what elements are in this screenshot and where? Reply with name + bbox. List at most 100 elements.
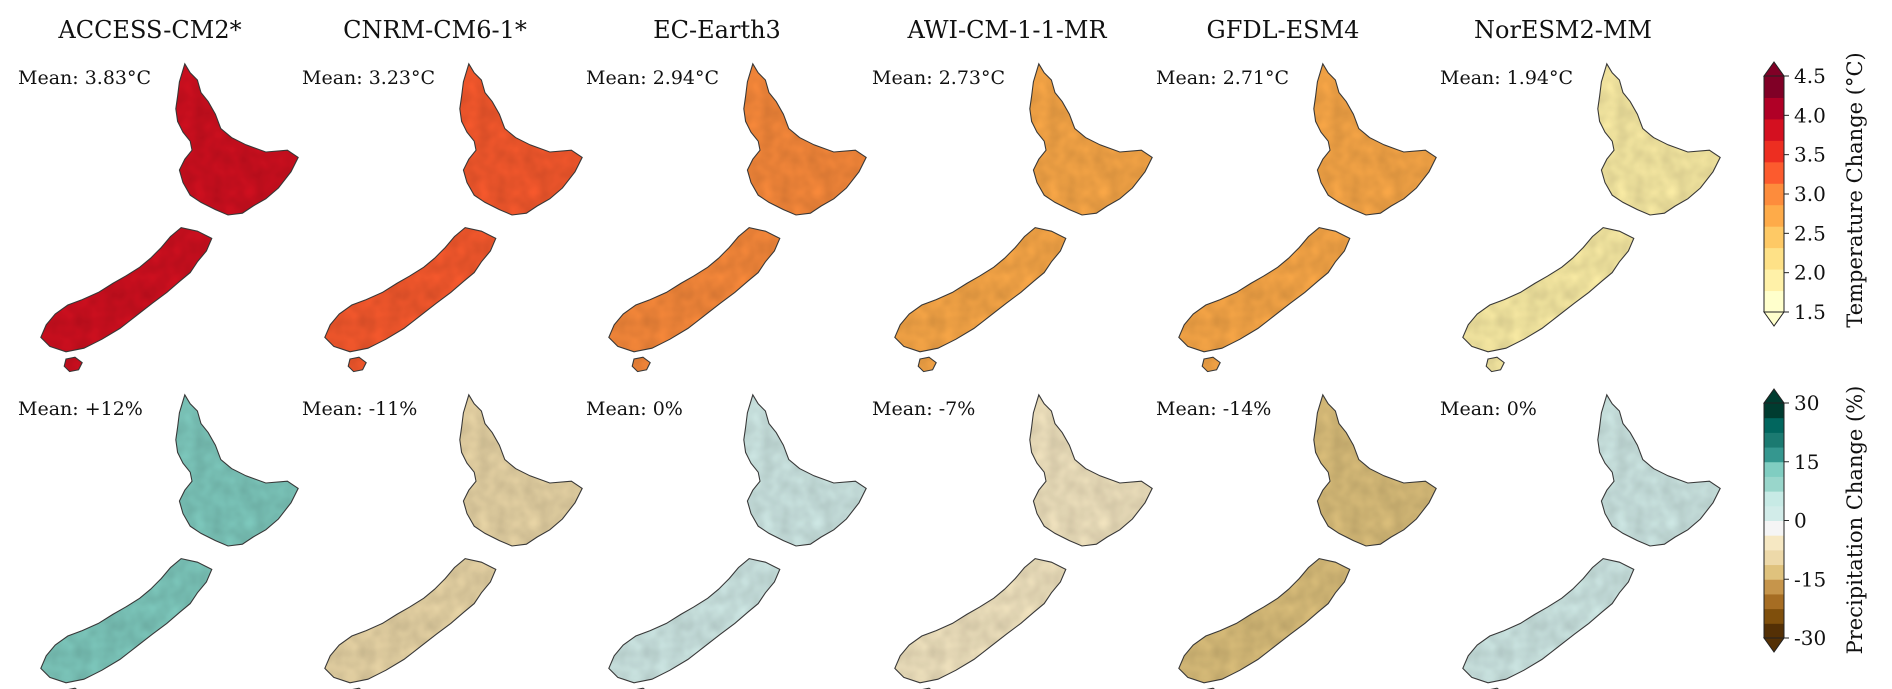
temperature-colorbar-tick-label: 1.5 [1794,300,1826,324]
precip-map-panel [894,394,1153,689]
precipitation-colorbar-segment [1764,491,1784,507]
temp-map-panel [324,63,583,373]
temperature-colorbar-tick-label: 4.5 [1794,64,1826,88]
temperature-colorbar: 1.5 2.0 2.5 3.0 3.5 4.0 4.5 Temperature Change… [1763,52,1867,328]
precipitation-colorbar-tick-label: -30 [1794,626,1826,650]
map-texture [175,63,299,215]
map-texture [459,63,583,215]
precipitation-colorbar-extend-min [1763,637,1785,653]
temp-mean-label: Mean: 1.94°C [1440,67,1573,89]
precipitation-colorbar-segment [1764,593,1784,610]
temp-map-panel [40,63,299,373]
model-titles: ACCESS-CM2* CNRM-CM6-1* EC-Earth3 AWI-CM-1-… [57,16,1652,44]
precip-mean-label: Mean: -14% [1156,398,1271,420]
precipitation-colorbar-segment [1764,447,1784,463]
map-texture [1313,63,1437,215]
temp-map-panel [1178,63,1437,373]
temperature-colorbar-tick-label: 2.0 [1794,261,1826,285]
map-texture [324,558,496,683]
precip-mean-label: Mean: -7% [872,398,975,420]
map-texture [894,227,1066,352]
map-texture [743,63,867,215]
map-texture [743,394,867,546]
temperature-colorbar-segment [1764,247,1784,270]
model-title: EC-Earth3 [653,16,781,44]
temperature-colorbar-segment [1764,118,1784,141]
precipitation-colorbar: -30 -15 0 15 30 Precipitation Change (%) [1763,386,1867,655]
model-title: NorESM2-MM [1474,16,1652,44]
map-texture [608,227,780,352]
precip-map-panel [1462,394,1721,689]
temp-mean-label: Mean: 2.73°C [872,67,1005,89]
temperature-colorbar-segment [1764,269,1784,292]
precipitation-colorbar-segment [1764,505,1784,521]
precip-mean-label: Mean: +12% [18,398,143,420]
map-texture [40,227,212,352]
precipitation-colorbar-segment [1764,520,1784,536]
map-texture [459,394,583,546]
precipitation-colorbar-segment [1764,403,1784,419]
model-title: CNRM-CM6-1* [343,16,527,44]
precip-map-panel [608,394,867,689]
map-texture [175,394,299,546]
temperature-colorbar-segment [1764,161,1784,184]
precipitation-colorbar-tick-label: 15 [1794,450,1819,474]
temperature-colorbar-tick-label: 3.5 [1794,143,1826,167]
precipitation-colorbar-segments [1763,388,1785,653]
map-texture [608,558,780,683]
precipitation-colorbar-tick-label: 30 [1794,391,1819,415]
temp-map-panel [608,63,867,373]
precipitation-colorbar-ticks: -30 -15 0 15 30 [1784,391,1826,650]
temperature-colorbar-label: Temperature Change (°C) [1843,52,1867,327]
temp-mean-label: Mean: 2.94°C [586,67,719,89]
precipitation-colorbar-segment [1764,461,1784,477]
precipitation-colorbar-extend-max [1763,388,1785,404]
map-texture [1313,394,1437,546]
model-title: ACCESS-CM2* [57,16,241,44]
temperature-colorbar-segment [1764,76,1784,98]
precipitation-colorbar-tick-label: -15 [1794,567,1826,591]
temp-map-panel [1462,63,1721,373]
map-texture [1178,227,1350,352]
precip-mean-label: Mean: 0% [1440,398,1537,420]
precipitation-colorbar-segment [1764,417,1784,433]
temperature-colorbar-extend-max [1763,61,1785,77]
temperature-colorbar-tick-label: 2.5 [1794,221,1826,245]
precipitation-colorbar-segment [1764,476,1784,492]
temperature-map-row: Mean: 3.83°C Mean: 3.23°C Mean: 2.94°C Mean… [18,63,1721,373]
precip-map-panel [40,394,299,689]
precipitation-colorbar-segment [1764,623,1784,639]
temperature-colorbar-segments [1763,61,1785,327]
map-texture [1029,394,1153,546]
map-texture [1029,63,1153,215]
temperature-colorbar-tick-label: 3.0 [1794,182,1826,206]
precipitation-map-row: Mean: +12% Mean: -11% Mean: 0% Mean: -7% Mea… [18,394,1721,689]
precipitation-colorbar-segment [1764,608,1784,624]
temp-map-panel [894,63,1153,373]
precipitation-colorbar-segment [1764,579,1784,595]
map-texture [1462,227,1634,352]
precip-mean-label: Mean: -11% [302,398,417,420]
precip-map-panel [324,394,583,689]
temperature-colorbar-segment [1764,204,1784,227]
temperature-colorbar-ticks: 1.5 2.0 2.5 3.0 3.5 4.0 4.5 [1784,64,1826,324]
model-title: GFDL-ESM4 [1207,16,1360,44]
temp-mean-label: Mean: 3.23°C [302,67,435,89]
temperature-colorbar-segment [1764,183,1784,206]
map-texture [894,558,1066,683]
temperature-colorbar-segment [1764,140,1784,163]
temperature-colorbar-segment [1764,226,1784,249]
map-texture [1597,63,1721,215]
temp-mean-label: Mean: 2.71°C [1156,67,1289,89]
precip-mean-label: Mean: 0% [586,398,683,420]
map-texture [324,227,496,352]
precipitation-colorbar-segment [1764,432,1784,448]
model-title: AWI-CM-1-1-MR [906,16,1107,44]
precipitation-colorbar-segment [1764,535,1784,551]
precip-map-panel [1178,394,1437,689]
map-texture [1597,394,1721,546]
precipitation-colorbar-label: Precipitation Change (%) [1843,386,1867,655]
temperature-colorbar-segment [1764,290,1784,313]
precipitation-colorbar-segment [1764,564,1784,580]
